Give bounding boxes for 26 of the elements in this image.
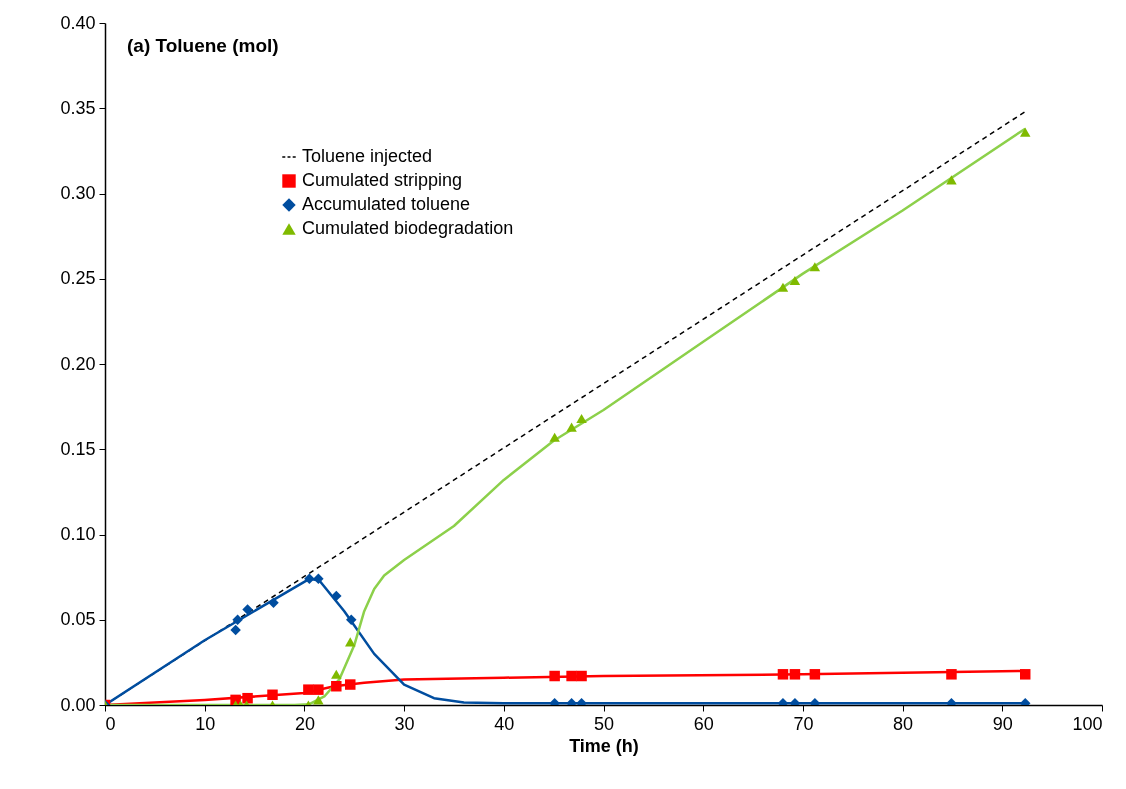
legend-label: Cumulated stripping bbox=[302, 170, 463, 190]
y-tick-label: 0.25 bbox=[60, 268, 96, 289]
text: (a) Toluene (mol) bbox=[127, 35, 279, 56]
y-tick-label: 0.30 bbox=[60, 183, 96, 203]
x-tick-label: 0 bbox=[105, 713, 116, 734]
x-tick-label: 60 bbox=[693, 713, 714, 734]
x-tick-label: 100 bbox=[1072, 713, 1103, 734]
legend-label: Toluene injected bbox=[302, 146, 433, 166]
y-tick-label: 0.15 bbox=[60, 438, 96, 459]
x-tick-label: 10 bbox=[195, 713, 216, 734]
y-tick-label: 0.00 bbox=[60, 694, 96, 715]
x-tick-label: 20 bbox=[294, 713, 315, 734]
y-tick-label: 0.20 bbox=[60, 353, 96, 374]
x-tick-label: 40 bbox=[494, 713, 515, 734]
y-tick-label: 0.40 bbox=[60, 12, 96, 33]
x-tick-label: 80 bbox=[893, 713, 914, 734]
legend-label: Cumulated biodegradation bbox=[302, 218, 514, 238]
legend-label: Accumulated toluene bbox=[302, 194, 471, 214]
x-axis-title: Time (h) bbox=[569, 735, 639, 756]
y-tick-label: 0.35 bbox=[60, 97, 96, 118]
x-tick-label: 70 bbox=[793, 713, 814, 734]
y-tick-label: 0.10 bbox=[60, 524, 96, 544]
x-tick-label: 90 bbox=[992, 713, 1013, 734]
x-tick-label: 30 bbox=[394, 713, 415, 734]
x-tick-label: 50 bbox=[593, 713, 615, 734]
y-tick-label: 0.05 bbox=[60, 609, 96, 630]
